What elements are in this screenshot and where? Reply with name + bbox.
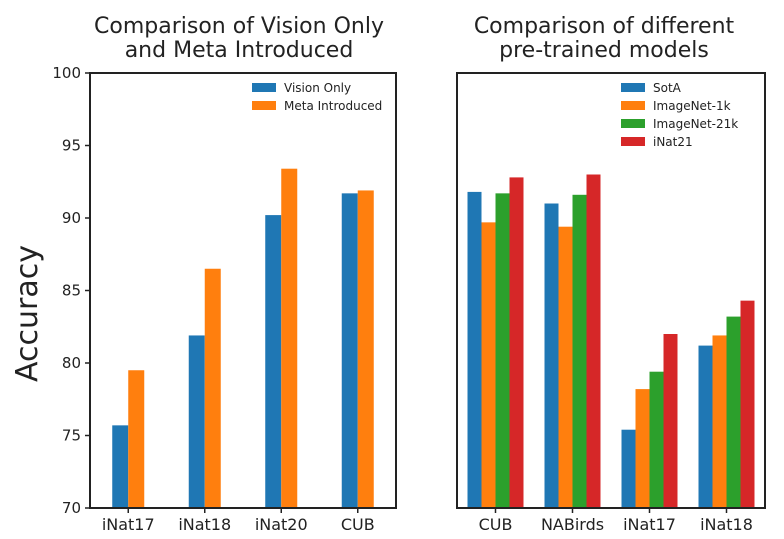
- legend-label: Meta Introduced: [284, 99, 382, 113]
- y-tick-label: 95: [62, 137, 81, 155]
- bar-inat21-inat18: [740, 300, 755, 508]
- bar-meta-introduced-inat20: [281, 168, 298, 508]
- x-tick-label: NABirds: [541, 515, 604, 534]
- bar-imagenet-1k-nabirds: [558, 226, 573, 508]
- bar-sota-cub: [467, 191, 482, 508]
- bar-imagenet-21k-nabirds: [572, 194, 587, 509]
- x-tick-label: iNat17: [102, 515, 155, 534]
- legend-label: Vision Only: [284, 81, 351, 95]
- chart-panel-2: Comparison of different pre-trained model…: [456, 14, 766, 534]
- x-tick-label: CUB: [341, 515, 375, 534]
- x-tick-label: CUB: [479, 515, 513, 534]
- bar-meta-introduced-cub: [357, 190, 374, 508]
- bar-sota-nabirds: [544, 203, 559, 508]
- legend: Vision Only Meta Introduced: [252, 81, 382, 113]
- legend-label: SotA: [653, 81, 682, 95]
- bar-imagenet-21k-inat18: [726, 316, 741, 508]
- legend-label: ImageNet-1k: [653, 99, 731, 113]
- bar-meta-introduced-inat18: [204, 268, 221, 508]
- y-tick-label: 70: [62, 499, 81, 517]
- bar-meta-introduced-inat17: [128, 370, 145, 508]
- legend-swatch: [621, 137, 645, 146]
- legend-swatch: [621, 119, 645, 128]
- chart-title: Comparison of Vision Only and Meta Introd…: [94, 14, 384, 63]
- legend-swatch: [621, 101, 645, 110]
- chart-title: Comparison of different pre-trained model…: [474, 14, 735, 63]
- bar-imagenet-1k-inat17: [635, 389, 650, 508]
- bar-imagenet-1k-inat18: [712, 335, 727, 508]
- x-tick-label: iNat20: [255, 515, 308, 534]
- bar-vision-only-inat20: [265, 215, 282, 508]
- x-tick-label: iNat18: [700, 515, 753, 534]
- bar-inat21-cub: [509, 177, 524, 508]
- axes-frame: [456, 72, 766, 509]
- y-tick-label: 85: [62, 282, 81, 300]
- legend-swatch: [621, 83, 645, 92]
- x-tick-label: iNat18: [178, 515, 231, 534]
- bar-imagenet-21k-cub: [495, 193, 510, 508]
- chart-panel-1: Comparison of Vision Only and Meta Introd…: [52, 14, 397, 534]
- bar-imagenet-21k-inat17: [649, 371, 664, 508]
- legend-label: ImageNet-21k: [653, 117, 738, 131]
- bar-inat21-nabirds: [586, 174, 601, 508]
- x-tick-label: iNat17: [623, 515, 676, 534]
- bar-vision-only-inat18: [188, 335, 205, 508]
- y-tick-label: 90: [62, 209, 81, 227]
- legend-swatch: [252, 101, 276, 110]
- legend-label: iNat21: [653, 135, 693, 149]
- legend: SotA ImageNet-1k ImageNet-21k iNat21: [621, 81, 738, 149]
- bar-vision-only-cub: [341, 193, 358, 508]
- y-tick-label: 75: [62, 427, 81, 445]
- y-tick-label: 80: [62, 354, 81, 372]
- bar-sota-inat17: [621, 429, 636, 508]
- bar-sota-inat18: [698, 345, 713, 508]
- bar-vision-only-inat17: [112, 425, 129, 508]
- y-tick-label: 100: [52, 64, 81, 82]
- bar-imagenet-1k-cub: [481, 222, 496, 508]
- axes-frame: [89, 72, 397, 509]
- bar-inat21-inat17: [663, 334, 678, 508]
- legend-swatch: [252, 83, 276, 92]
